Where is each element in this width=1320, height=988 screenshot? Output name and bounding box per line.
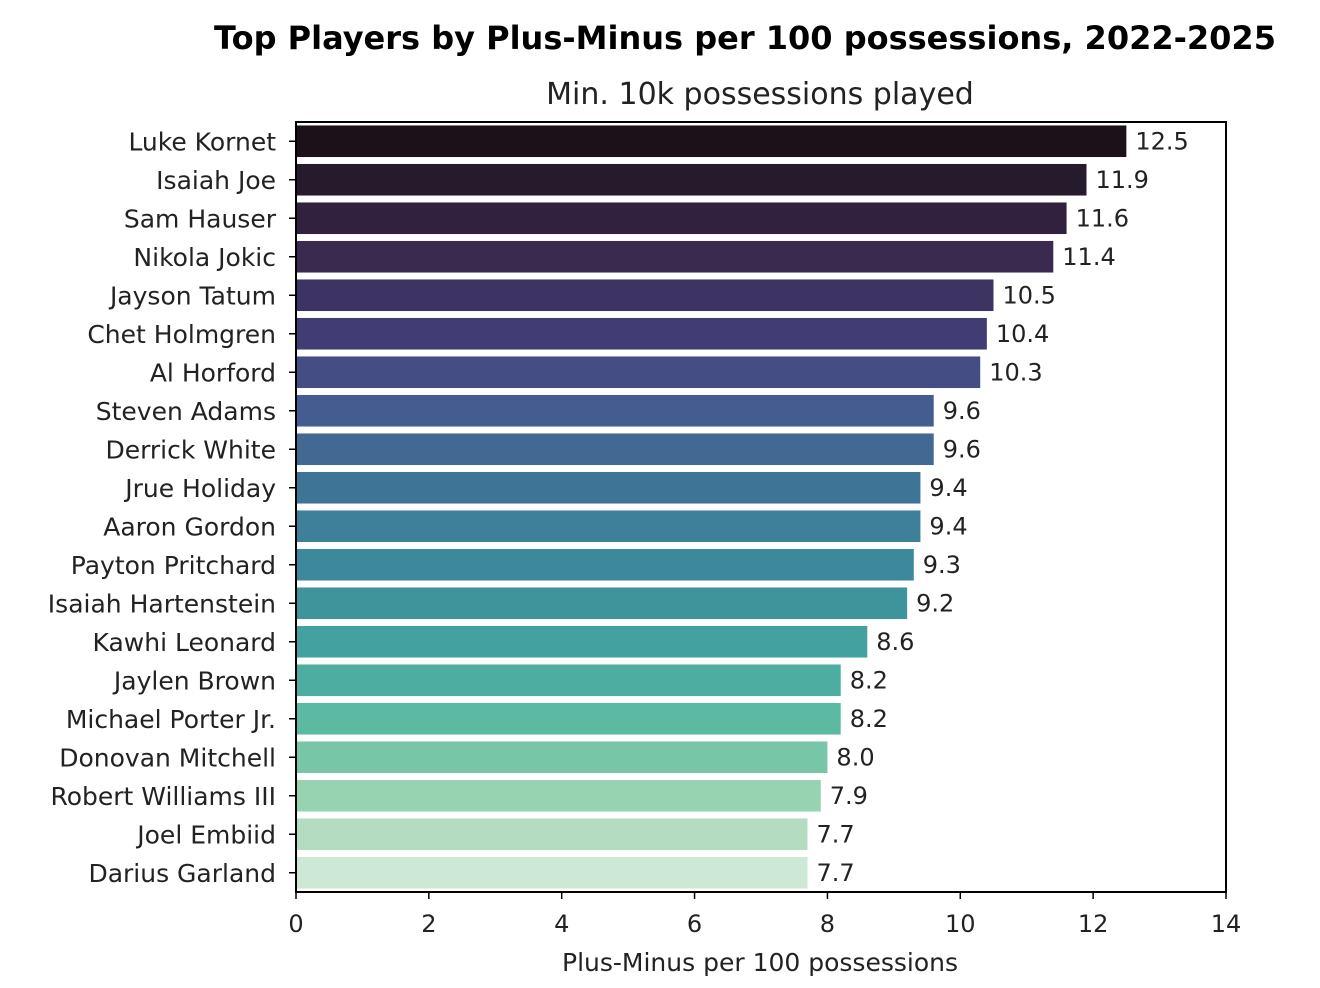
bar bbox=[296, 356, 981, 389]
value-label: 10.3 bbox=[989, 358, 1042, 386]
x-tick-label: 0 bbox=[288, 910, 303, 938]
y-tick-label: Isaiah Hartenstein bbox=[48, 589, 276, 618]
x-axis-label: Plus-Minus per 100 possessions bbox=[562, 948, 958, 977]
bar bbox=[296, 664, 841, 697]
y-tick-label: Robert Williams III bbox=[50, 782, 276, 811]
value-label: 8.6 bbox=[876, 628, 914, 656]
bar bbox=[296, 240, 1054, 273]
y-tick-label: Michael Porter Jr. bbox=[66, 705, 276, 734]
bar bbox=[296, 394, 934, 427]
value-label: 9.6 bbox=[943, 435, 981, 463]
y-tick-label: Aaron Gordon bbox=[103, 512, 276, 541]
y-tick-label: Derrick White bbox=[105, 435, 276, 464]
bar bbox=[296, 163, 1087, 196]
y-tick-label: Payton Pritchard bbox=[71, 551, 276, 580]
value-label: 7.7 bbox=[817, 820, 855, 848]
value-label: 9.6 bbox=[943, 397, 981, 425]
x-axis: 0 2 4 6 8 10 12 14 bbox=[288, 892, 1241, 938]
value-label: 11.9 bbox=[1096, 166, 1149, 194]
value-label: 10.4 bbox=[996, 320, 1049, 348]
value-label: 9.3 bbox=[923, 551, 961, 579]
y-tick-label: Luke Kornet bbox=[128, 127, 276, 156]
y-tick-label: Sam Hauser bbox=[124, 204, 277, 233]
value-label: 8.2 bbox=[850, 705, 888, 733]
y-tick-label: Joel Embiid bbox=[135, 820, 276, 849]
y-tick-label: Darius Garland bbox=[88, 859, 276, 888]
bar bbox=[296, 818, 808, 851]
bar bbox=[296, 548, 914, 581]
value-label: 8.0 bbox=[836, 743, 874, 771]
bar bbox=[296, 625, 868, 658]
bar bbox=[296, 317, 987, 350]
bar bbox=[296, 279, 994, 312]
x-tick-label: 2 bbox=[421, 910, 436, 938]
bar bbox=[296, 856, 808, 889]
x-tick-label: 8 bbox=[820, 910, 835, 938]
y-tick-label: Nikola Jokic bbox=[133, 243, 276, 272]
y-tick-label: Al Horford bbox=[150, 358, 276, 387]
y-tick-label: Jrue Holiday bbox=[123, 474, 276, 503]
value-label: 7.7 bbox=[817, 859, 855, 887]
y-axis: Luke Kornet Isaiah Joe Sam Hauser Nikola Jo… bbox=[48, 127, 296, 888]
y-tick-label: Kawhi Leonard bbox=[93, 628, 277, 657]
x-tick-label: 14 bbox=[1211, 910, 1242, 938]
x-tick-label: 12 bbox=[1078, 910, 1109, 938]
value-labels-group: 12.5 11.9 11.6 11.410.5 10.4 10.3 9.6 9.6 9.4 9.4… bbox=[817, 127, 1189, 887]
y-tick-label: Donovan Mitchell bbox=[59, 743, 276, 772]
y-tick-label: Jaylen Brown bbox=[112, 666, 276, 695]
x-tick-label: 4 bbox=[554, 910, 569, 938]
y-tick-label: Isaiah Joe bbox=[156, 166, 276, 195]
bar bbox=[296, 125, 1127, 158]
bars-group bbox=[296, 125, 1127, 889]
bar bbox=[296, 702, 841, 735]
value-label: 10.5 bbox=[1003, 281, 1056, 309]
bar bbox=[296, 510, 921, 543]
plot-frame bbox=[295, 121, 1227, 893]
value-label: 11.4 bbox=[1062, 243, 1115, 271]
bar bbox=[296, 433, 934, 466]
y-tick-label: Jayson Tatum bbox=[108, 281, 276, 310]
bar bbox=[296, 202, 1067, 235]
bar bbox=[296, 471, 921, 504]
chart-title: Top Players by Plus-Minus per 100 posses… bbox=[214, 19, 1276, 57]
bar bbox=[296, 587, 908, 620]
value-label: 12.5 bbox=[1135, 127, 1188, 155]
value-label: 11.6 bbox=[1076, 204, 1129, 232]
chart-subtitle: Min. 10k possessions played bbox=[546, 77, 974, 112]
value-label: 9.4 bbox=[929, 512, 967, 540]
value-label: 9.2 bbox=[916, 589, 954, 617]
bar bbox=[296, 741, 828, 774]
y-tick-label: Steven Adams bbox=[96, 397, 276, 426]
y-tick-label: Chet Holmgren bbox=[87, 320, 276, 349]
value-label: 7.9 bbox=[830, 782, 868, 810]
bar bbox=[296, 779, 821, 812]
value-label: 8.2 bbox=[850, 666, 888, 694]
x-tick-label: 10 bbox=[945, 910, 976, 938]
value-label: 9.4 bbox=[929, 474, 967, 502]
x-tick-label: 6 bbox=[687, 910, 702, 938]
